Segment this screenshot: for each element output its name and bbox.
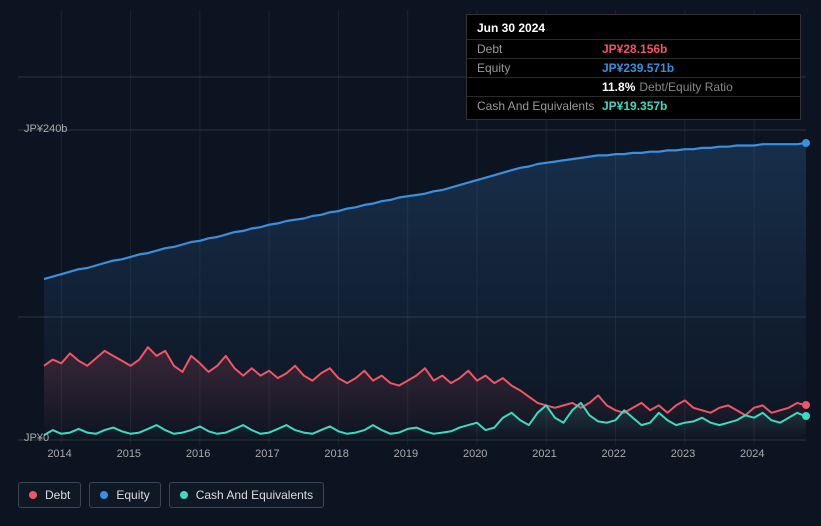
legend-label: Debt [45, 488, 70, 502]
legend-dot-icon [180, 491, 188, 499]
chart-legend: Debt Equity Cash And Equivalents [18, 482, 324, 508]
legend-dot-icon [100, 491, 108, 499]
x-tick-label: 2023 [671, 448, 695, 460]
tooltip-row-label: Debt [477, 42, 602, 56]
legend-item-equity[interactable]: Equity [89, 482, 160, 508]
x-tick-label: 2014 [47, 448, 71, 460]
y-tick-label-zero: JP¥0 [24, 432, 49, 444]
x-tick-label: 2022 [602, 448, 626, 460]
chart-tooltip: Jun 30 2024 DebtJP¥28.156bEquityJP¥239.5… [466, 14, 801, 120]
legend-dot-icon [29, 491, 37, 499]
legend-label: Equity [116, 488, 149, 502]
x-tick-label: 2019 [394, 448, 418, 460]
x-tick-label: 2015 [117, 448, 141, 460]
x-tick-label: 2017 [255, 448, 279, 460]
equity-end-marker [802, 139, 810, 147]
legend-item-debt[interactable]: Debt [18, 482, 81, 508]
cash-end-marker [802, 412, 810, 420]
tooltip-row: Cash And EquivalentsJP¥19.357b [467, 96, 800, 115]
tooltip-row-label: Cash And Equivalents [477, 99, 602, 113]
x-tick-label: 2018 [324, 448, 348, 460]
tooltip-row-label [477, 80, 602, 94]
x-tick-label: 2020 [463, 448, 487, 460]
x-tick-label: 2016 [186, 448, 210, 460]
tooltip-row: DebtJP¥28.156b [467, 39, 800, 58]
legend-item-cash-and-equivalents[interactable]: Cash And Equivalents [169, 482, 324, 508]
tooltip-row-value: JP¥19.357b [602, 99, 667, 113]
debt-equity-chart: JP¥240b JP¥0 2014 2015 2016 2017 2018 2019 202… [0, 0, 821, 526]
tooltip-row: 11.8%Debt/Equity Ratio [467, 77, 800, 96]
tooltip-date: Jun 30 2024 [467, 19, 800, 39]
tooltip-row-value: JP¥239.571b [602, 61, 674, 75]
tooltip-row: EquityJP¥239.571b [467, 58, 800, 77]
tooltip-row-label: Equity [477, 61, 602, 75]
legend-label: Cash And Equivalents [196, 488, 313, 502]
tooltip-row-value: 11.8%Debt/Equity Ratio [602, 80, 733, 94]
x-tick-label: 2021 [532, 448, 556, 460]
debt-end-marker [802, 401, 810, 409]
x-tick-label: 2024 [740, 448, 764, 460]
y-tick-label-top: JP¥240b [24, 123, 67, 135]
tooltip-row-suffix: Debt/Equity Ratio [639, 80, 732, 94]
tooltip-row-value: JP¥28.156b [602, 42, 667, 56]
